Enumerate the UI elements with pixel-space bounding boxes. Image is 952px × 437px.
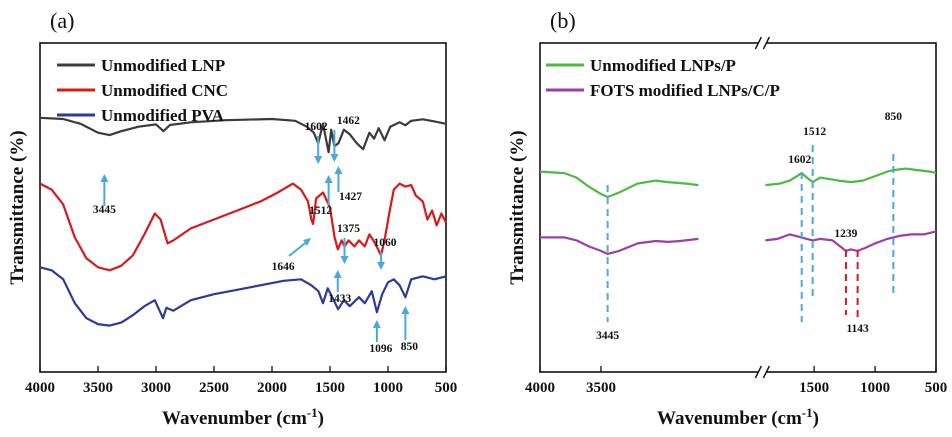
peak-label: 3445 <box>93 204 116 216</box>
peak-arrow-head <box>340 256 349 264</box>
axis-break-mark <box>754 365 763 379</box>
panel-label: (a) <box>50 8 74 33</box>
axis-break-mark <box>754 36 763 50</box>
x-tick-label: 1500 <box>315 380 345 396</box>
legend-label: FOTS modified LNPs/C/P <box>590 81 780 100</box>
x-tick-label: 4000 <box>525 380 555 396</box>
series-line-unmodified-lnps-p <box>539 170 699 199</box>
series-line-unmodified-pva <box>39 266 447 327</box>
peak-label: 1512 <box>803 126 826 138</box>
peak-arrow-head <box>324 175 333 183</box>
peak-label: 3445 <box>596 330 619 342</box>
x-tick-label: 500 <box>925 380 948 396</box>
peak-arrow-head <box>100 174 109 182</box>
peak-label: 1239 <box>834 228 857 240</box>
peak-label: 1143 <box>846 323 869 335</box>
x-tick-label: 2500 <box>199 380 229 396</box>
plot-frame <box>539 42 937 373</box>
x-tick-label: 1000 <box>373 380 403 396</box>
peak-label: 850 <box>885 111 903 123</box>
peak-arrow-head <box>334 166 343 174</box>
peak-arrow-head <box>314 156 323 164</box>
x-tick-label: 1500 <box>799 380 829 396</box>
peak-label: 1462 <box>337 115 360 127</box>
peak-label: 1096 <box>369 343 392 355</box>
axis-break-gap-bottom <box>758 364 767 380</box>
peak-arrow-head <box>401 306 410 314</box>
series-line-fots-modified-lnps-c-p <box>540 236 699 255</box>
legend-label: Unmodified LNPs/P <box>590 56 736 75</box>
legend-label: Unmodified CNC <box>101 81 228 100</box>
x-tick-label: 2000 <box>257 380 287 396</box>
legend-label: Unmodified PVA <box>101 106 225 125</box>
peak-arrow-head <box>303 238 312 246</box>
y-axis-title: Transmittance (%) <box>7 130 28 284</box>
x-axis-title: Wavenumber (cm-1) <box>657 405 819 429</box>
panel-a: 4000 3500 3000 2500 2000 1500 1000 500 Wavenumbe… <box>7 8 457 429</box>
y-axis-title: Transmittance (%) <box>507 130 528 284</box>
x-tick-label: 4000 <box>25 380 55 396</box>
peak-arrow-head <box>372 320 381 328</box>
series-line-unmodified-cnc <box>39 182 447 272</box>
panel-label: (b) <box>550 8 576 33</box>
x-tick-label: 1000 <box>860 380 890 396</box>
peak-label: 1602 <box>305 121 328 133</box>
panel-b: 4000 3500 1500 1000 500 Wavenumber (cm-1) Tran… <box>507 8 947 429</box>
x-tick-label: 3500 <box>83 380 113 396</box>
peak-label: 1427 <box>339 191 362 203</box>
plot-frame <box>39 42 447 373</box>
peak-label: 1060 <box>374 237 397 249</box>
series-line-unmodified-lnp <box>39 116 447 154</box>
axis-break-mark <box>762 365 771 379</box>
x-tick-label: 500 <box>435 380 458 396</box>
peak-label: 1433 <box>328 293 351 305</box>
peak-label: 1375 <box>337 223 360 235</box>
series-line-unmodified-lnps-p <box>765 167 937 187</box>
peak-label: 1512 <box>309 205 332 217</box>
x-axis-title: Wavenumber (cm-1) <box>162 405 324 429</box>
axis-break-mark <box>762 36 771 50</box>
peak-arrow-head <box>330 154 339 162</box>
peak-arrow-head <box>333 270 342 278</box>
axis-break-gap-top <box>758 35 767 51</box>
peak-label: 850 <box>401 341 419 353</box>
x-tick-label: 3000 <box>141 380 171 396</box>
peak-arrow-head <box>377 262 386 270</box>
peak-label: 1602 <box>788 154 811 166</box>
legend-label: Unmodified LNP <box>101 56 225 75</box>
peak-label: 1646 <box>272 261 295 273</box>
x-tick-label: 3500 <box>586 380 616 396</box>
